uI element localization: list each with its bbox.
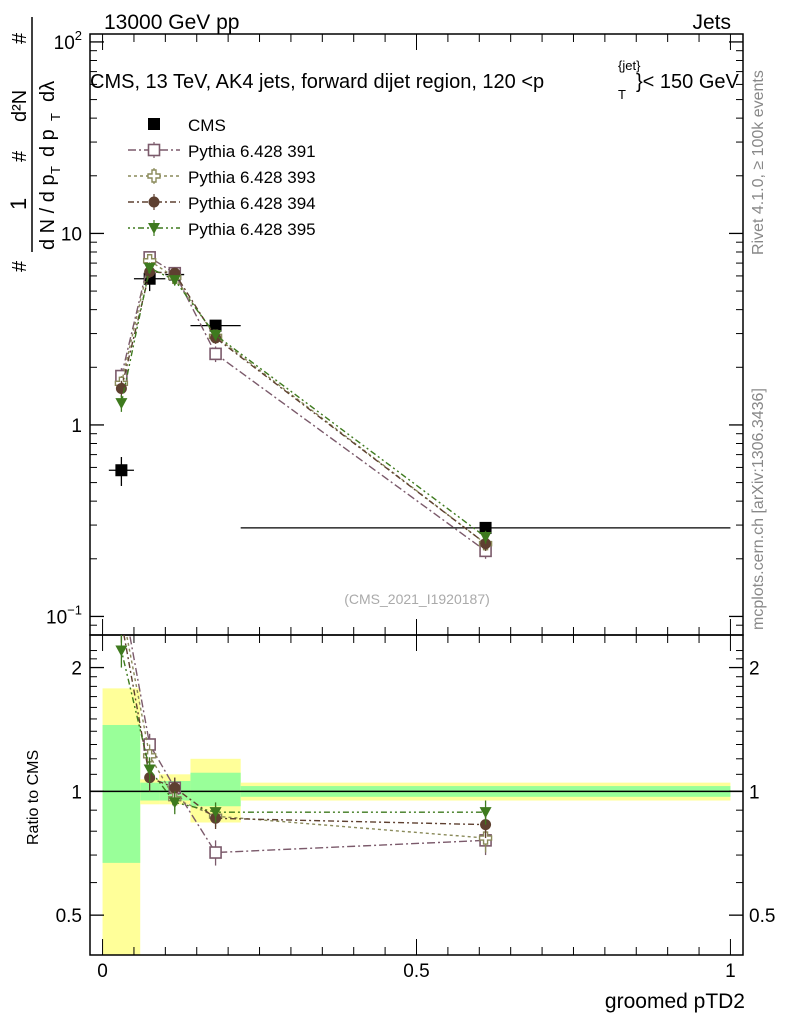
title-main: CMS, 13 TeV, AK4 jets, forward dijet reg… [90,71,544,93]
uncertainty-bands [90,688,743,955]
ylabel-t1: T [48,166,63,174]
ratio-series-3 [115,635,492,825]
legend-entry-2: Pythia 6.428 393 [128,168,316,187]
legend-marker-1 [147,143,161,157]
ratio-point-0-0 [116,584,127,595]
x-tick-label-1: 0.5 [403,961,429,982]
ratio-point-3-3 [209,807,222,819]
legend-entry-1: Pythia 6.428 391 [128,142,316,161]
main-series-line-4 [120,266,486,538]
ratio-ylabel: Ratio to CMS [25,750,42,845]
main-ylabel: # 1 d N / d p T # d²N d p T dλ # [6,17,63,272]
main-series [108,251,731,559]
ylabel-dlambda: dλ [37,81,59,102]
xlabel: groomed pTD2 [605,990,745,1013]
legend-label-4: Pythia 6.428 395 [188,220,316,239]
main-point-0-4 [479,521,492,534]
ratio-ytick-label-right-2: 2 [749,659,760,680]
stat-band-bin-0 [102,724,141,863]
ratio-point-3-4 [479,807,492,819]
ratio-series-1 [115,601,493,853]
main-series-2 [114,254,493,551]
legend-label-3: Pythia 6.428 394 [188,194,316,213]
rivet-label: Rivet 4.1.0, ≥ 100k events [750,70,767,255]
legend-entry-3: Pythia 6.428 394 [128,194,316,213]
mcplots-label: mcplots.cern.ch [arXiv:1306.3436] [750,388,767,630]
x-tick-label-0: 0 [97,961,108,982]
watermark: (CMS_2021_I1920187) [344,591,490,607]
x-tick-label-2: 1 [725,961,736,982]
main-ytick-label-0: 10−1 [46,602,82,628]
main-ytick-exp: 2 [75,28,82,43]
ratio-point-1-1 [142,749,157,763]
ratio-series [115,584,493,866]
main-point-0-3 [209,319,222,332]
ratio-point-3-2 [168,797,181,809]
ratio-point-3-0 [115,645,128,657]
ratio-ytick-label-left-2: 2 [71,659,82,680]
ylabel-hash1: # [9,260,31,272]
header-right: Jets [692,11,731,34]
ratio-point-0-3 [209,846,222,859]
legend-marker-3 [148,196,160,208]
ylabel-t2: T [48,113,63,121]
main-point-4-0 [115,398,128,410]
title-tail: }< 150 GeV [636,71,740,93]
legend-label-1: Pythia 6.428 391 [188,142,316,161]
legend-marker-0 [148,118,160,130]
ratio-point-3-1 [143,764,156,776]
ratio-ytick-label-right-1: 1 [749,782,760,803]
main-point-4-4 [479,531,492,543]
main-point-4-1 [143,262,156,274]
main-point-4-3 [209,329,222,341]
ylabel-dpt: d p [37,129,59,157]
ratio-series-0 [116,584,492,866]
main-series-line-3 [120,271,486,545]
main-ytick-label-2: 10 [61,224,82,245]
main-series-4 [115,262,492,544]
ylabel-hash2: # [9,150,31,162]
main-point-1-3 [209,347,222,361]
legend-entry-0: CMS [148,116,226,135]
ratio-series-line-0 [129,635,486,854]
main-series-3 [115,266,492,551]
ylabel-hash3: # [9,32,31,44]
title-sup: {jet} [618,58,641,73]
main-ytick-label-1: 1 [71,416,82,437]
main-point-4-2 [168,275,181,287]
main-ytick-exp: −1 [67,602,82,617]
legend-label-0: CMS [188,116,226,135]
main-point-3-0 [115,382,127,394]
legend-marker-2 [147,169,161,183]
legend-entry-4: Pythia 6.428 395 [128,220,316,239]
plot-title: CMS, 13 TeV, AK4 jets, forward dijet reg… [90,58,740,102]
main-point-0-0 [115,464,128,477]
main-ytick-base: 10 [54,33,75,54]
ratio-point-1-0 [115,601,127,613]
legend: CMS Pythia 6.428 391 Pythia 6.428 393 Pythi… [128,116,316,239]
ratio-point-2-2 [169,782,181,794]
ylabel-one: 1 [6,198,31,210]
ratio-ytick-label-left-1: 1 [71,782,82,803]
stat-band-bin-3 [190,772,241,807]
ylabel-d2n: d²N [9,90,31,122]
ratio-series-2 [116,615,492,839]
legend-marker-4 [148,223,160,234]
main-ytick-label-3: 102 [54,28,82,54]
ylabel-dn: d N / d p [37,174,59,250]
ratio-ytick-label-left-0: 0.5 [56,906,82,927]
title-sub: T [618,87,626,102]
main-ytick-base: 10 [46,607,67,628]
ratio-ytick-label-right-0: 0.5 [749,906,775,927]
ratio-point-2-0 [116,615,127,626]
legend-label-2: Pythia 6.428 393 [188,168,316,187]
header-left: 13000 GeV pp [104,11,239,34]
title-text: CMS, 13 TeV, AK4 jets, forward dijet reg… [90,71,544,93]
